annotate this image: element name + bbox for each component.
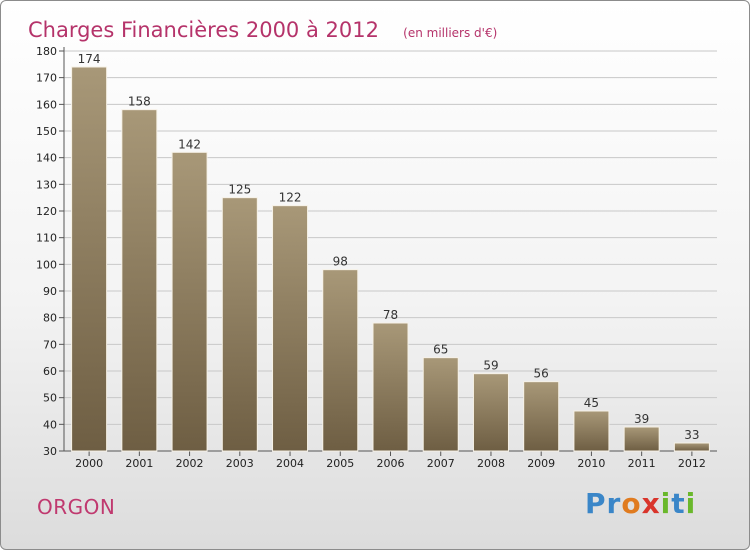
y-tick-label: 140 xyxy=(36,152,57,165)
bar-group-2004 xyxy=(272,205,309,452)
value-label-2001: 158 xyxy=(128,95,151,109)
logo-letter: P xyxy=(585,487,607,520)
y-tick-label: 70 xyxy=(43,338,57,351)
subtitle-text: (en milliers d'€) xyxy=(403,26,498,40)
bars xyxy=(71,66,710,452)
x-tick-label-2003: 2003 xyxy=(226,457,254,470)
logo-letter: o xyxy=(621,487,642,520)
logo-letter: i xyxy=(685,487,697,520)
bar-group-2012 xyxy=(673,442,710,452)
logo-letter: t xyxy=(671,487,686,520)
y-tick-label: 170 xyxy=(36,72,57,85)
value-label-2012: 33 xyxy=(684,428,699,442)
bar-group-2010 xyxy=(573,410,610,452)
logo-letter: r xyxy=(606,487,622,520)
y-tick-label: 30 xyxy=(43,445,57,458)
x-tick-label-2005: 2005 xyxy=(326,457,354,470)
value-label-2004: 122 xyxy=(279,191,302,205)
y-tick-label: 150 xyxy=(36,125,57,138)
x-tick-label-2000: 2000 xyxy=(75,457,103,470)
x-tick-label-2011: 2011 xyxy=(628,457,656,470)
bar-2007 xyxy=(422,357,459,452)
y-tick-label: 100 xyxy=(36,258,57,271)
x-tick-label-2007: 2007 xyxy=(427,457,455,470)
bar-group-2005 xyxy=(322,269,359,452)
bar-group-2011 xyxy=(623,426,660,452)
title-text: Charges Financières 2000 à 2012 xyxy=(28,18,379,42)
bar-2004 xyxy=(272,205,309,452)
bar-2011 xyxy=(623,426,660,452)
value-label-2010: 45 xyxy=(584,396,599,410)
y-tick-label: 160 xyxy=(36,98,57,111)
y-tick-label: 120 xyxy=(36,205,57,218)
x-tick-label-2010: 2010 xyxy=(577,457,605,470)
x-tick-label-2012: 2012 xyxy=(678,457,706,470)
bar-2001 xyxy=(121,109,158,452)
y-tick-label: 60 xyxy=(43,365,57,378)
value-label-2003: 125 xyxy=(228,183,251,197)
labels: 30 40 50 60 70 80 90 100 110 120 130 140 150 160 170 18… xyxy=(36,45,706,470)
bar-group-2003 xyxy=(221,197,258,452)
bar-2008 xyxy=(472,373,509,452)
bar-2009 xyxy=(523,381,560,452)
bar-group-2009 xyxy=(523,381,560,452)
y-tick-label: 90 xyxy=(43,285,57,298)
chart-title: Charges Financières 2000 à 2012 (en mill… xyxy=(28,7,497,45)
x-tick-label-2002: 2002 xyxy=(176,457,204,470)
bar-2003 xyxy=(221,197,258,452)
y-tick-label: 50 xyxy=(43,392,57,405)
x-tick-label-2009: 2009 xyxy=(527,457,555,470)
y-tick-label: 40 xyxy=(43,418,57,431)
commune-name: ORGON xyxy=(37,495,116,519)
value-label-2008: 59 xyxy=(483,359,498,373)
y-tick-label: 110 xyxy=(36,232,57,245)
value-label-2011: 39 xyxy=(634,412,649,426)
bar-2005 xyxy=(322,269,359,452)
logo-letter: i xyxy=(660,487,672,520)
x-tick-label-2001: 2001 xyxy=(125,457,153,470)
logo-letter: x xyxy=(641,487,661,520)
bar-group-2006 xyxy=(372,322,409,452)
value-label-2006: 78 xyxy=(383,308,398,322)
value-label-2005: 98 xyxy=(333,255,348,269)
bar-2010 xyxy=(573,410,610,452)
bar-group-2000 xyxy=(71,66,108,452)
bar-group-2007 xyxy=(422,357,459,452)
x-tick-label-2004: 2004 xyxy=(276,457,304,470)
bar-2002 xyxy=(171,151,208,452)
bar-2012 xyxy=(673,442,710,452)
bar-group-2002 xyxy=(171,151,208,452)
y-tick-label: 130 xyxy=(36,178,57,191)
x-tick-label-2008: 2008 xyxy=(477,457,505,470)
bar-group-2008 xyxy=(472,373,509,452)
y-tick-label: 80 xyxy=(43,312,57,325)
value-label-2007: 65 xyxy=(433,343,448,357)
bar-2006 xyxy=(372,322,409,452)
value-label-2000: 174 xyxy=(78,52,101,66)
bar-2000 xyxy=(71,66,108,452)
value-label-2009: 56 xyxy=(534,367,549,381)
x-tick-label-2006: 2006 xyxy=(377,457,405,470)
value-label-2002: 142 xyxy=(178,137,201,151)
bar-group-2001 xyxy=(121,109,158,452)
y-tick-label: 180 xyxy=(36,45,57,58)
proxiti-logo: Proxiti xyxy=(585,487,696,520)
